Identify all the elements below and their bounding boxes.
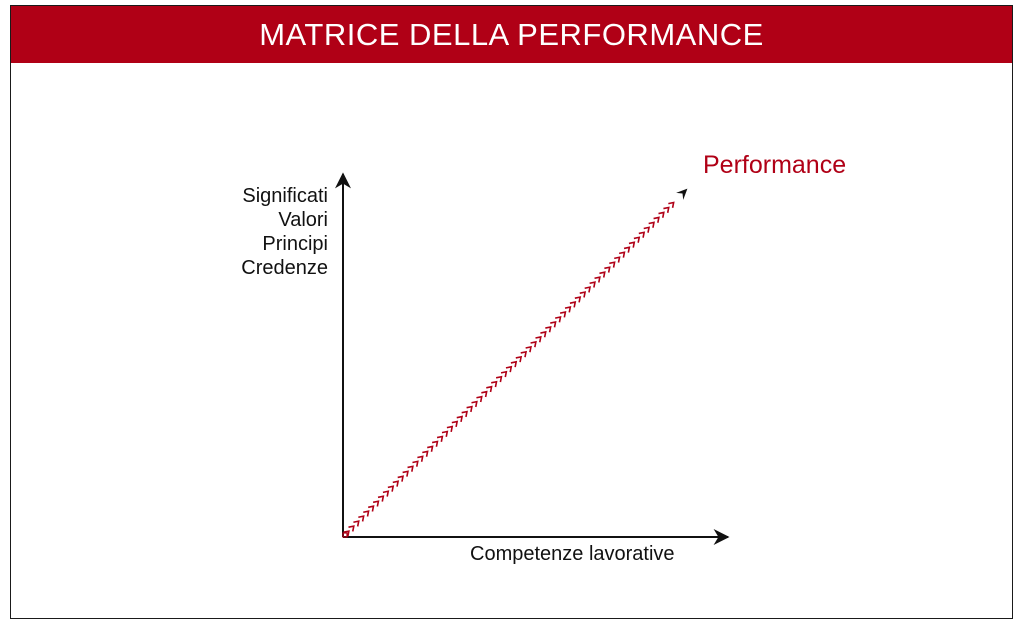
diagonal-chevron <box>520 350 528 358</box>
title-bar: MATRICE DELLA PERFORMANCE <box>11 6 1012 63</box>
diagonal-chevron <box>515 355 523 363</box>
diagonal-chevron <box>623 246 631 253</box>
diagonal-chevron <box>368 505 375 512</box>
diagonal-chevron <box>618 251 626 258</box>
diagonal-chevron <box>476 395 483 403</box>
diagonal-chevron <box>495 375 503 383</box>
diagonal-chevron <box>505 365 513 373</box>
diagonal-chevron <box>491 380 498 388</box>
diagonal-chevron <box>348 525 355 532</box>
diagonal-chevron <box>481 390 488 398</box>
diagonal-chevron <box>412 460 419 467</box>
diagonal-chevron <box>358 515 365 522</box>
diagonal-chevron <box>343 530 350 537</box>
diagonal-chevron <box>525 345 532 353</box>
diagonal-chevron <box>466 405 473 413</box>
diagonal-chevron <box>471 400 478 408</box>
diagonal-chevron <box>555 315 562 323</box>
diagonal-chevron <box>579 291 587 298</box>
diagonal-chevron <box>392 480 400 487</box>
diagonal-chevron <box>604 266 611 273</box>
diagonal-chevron <box>545 325 552 333</box>
diagonal-chevron <box>633 236 641 243</box>
diagonal-chevron <box>372 500 380 507</box>
diagonal-start-square <box>342 532 348 538</box>
diagonal-chevron <box>441 430 449 437</box>
diagonal-chevron <box>510 360 518 368</box>
diagonal-chevron <box>653 216 660 223</box>
diagonal-chevron <box>628 241 636 248</box>
diagonal-chevron <box>530 340 537 348</box>
diagonal-chevron <box>402 470 409 477</box>
y-label-principi: Principi <box>262 233 328 255</box>
diagonal-chevron <box>446 425 454 433</box>
y-label-significati: Significati <box>242 185 328 207</box>
diagonal-chevron <box>614 256 621 263</box>
y-axis-labels: Significati Valori Principi Credenze <box>180 184 328 280</box>
diagonal-chevron <box>486 385 493 393</box>
diagonal-chevron <box>535 335 542 343</box>
diagonal-chevron <box>382 490 390 497</box>
diagonal-chevron <box>422 450 429 457</box>
performance-diagonal <box>342 188 688 538</box>
diagonal-chevron <box>584 286 591 293</box>
diagonal-chevron <box>564 306 572 313</box>
diagonal-chevron <box>638 231 646 238</box>
diagonal-chevron <box>427 445 434 452</box>
diagonal-chevron <box>377 495 385 502</box>
diagonal-arrowhead <box>676 188 688 200</box>
diagonal-chevron <box>387 485 395 492</box>
diagonal-chevron <box>417 455 424 462</box>
diagonal-chevron <box>431 440 439 447</box>
diagonal-chevron <box>540 330 547 338</box>
diagonal-chevron <box>456 415 464 423</box>
diagonal-chevron <box>599 271 606 278</box>
diagonal-chevron <box>407 465 414 472</box>
diagonal-chevron <box>397 475 405 482</box>
diagonal-chevron <box>658 211 665 218</box>
performance-label: Performance <box>703 151 847 179</box>
y-label-valori: Valori <box>278 209 328 231</box>
diagonal-chevron <box>559 311 567 318</box>
diagonal-chevron <box>363 510 370 517</box>
diagonal-chevron <box>436 435 444 442</box>
diagonal-chevron <box>594 276 601 283</box>
diagonal-chevron <box>663 206 670 213</box>
diagonal-chevron <box>589 281 596 288</box>
diagonal-chevron <box>668 201 675 208</box>
diagonal-chevron <box>451 420 459 428</box>
diagonal-chevron <box>569 301 577 308</box>
x-axis-label: Competenze lavorative <box>470 543 675 565</box>
diagonal-chevron <box>648 221 655 228</box>
diagonal-chevron <box>574 296 582 303</box>
diagram-frame <box>10 5 1013 619</box>
y-label-credenze: Credenze <box>241 257 328 279</box>
diagonal-chevron <box>353 520 360 527</box>
diagonal-chevron <box>609 261 616 268</box>
diagonal-chevron <box>550 320 557 328</box>
diagonal-chevron <box>643 226 651 233</box>
page-title: MATRICE DELLA PERFORMANCE <box>259 16 764 52</box>
diagonal-chevron <box>461 410 468 418</box>
diagonal-chevron <box>500 370 508 378</box>
